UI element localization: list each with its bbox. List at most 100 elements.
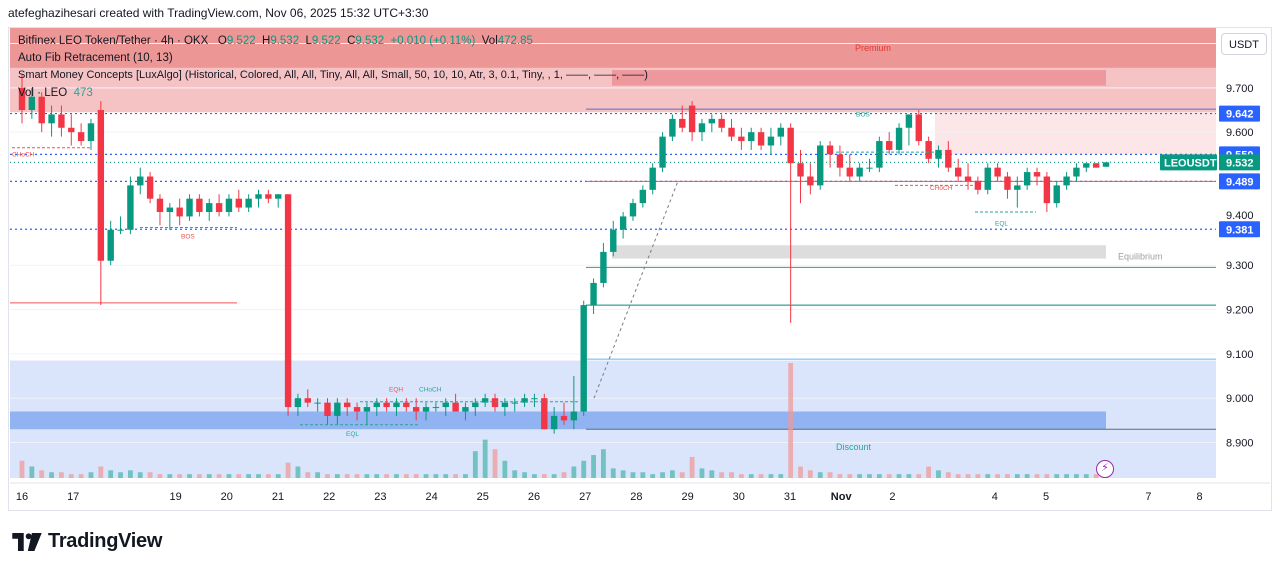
candle-body — [117, 229, 124, 231]
candle-body — [87, 123, 95, 142]
candle-body — [1102, 162, 1110, 167]
premium-block — [612, 70, 1106, 86]
price-tick-label: 9.200 — [1226, 305, 1254, 317]
volume-bar — [926, 466, 932, 478]
candle-body — [708, 118, 716, 124]
indicator-fib[interactable]: Auto Fib Retracement (10, 13) — [18, 52, 173, 64]
volume-bar — [650, 474, 656, 478]
volume-bar — [502, 460, 508, 478]
volume-bar — [128, 470, 133, 478]
candle-body — [196, 198, 203, 212]
volume-bar — [453, 474, 458, 478]
volume-bar — [1083, 474, 1089, 478]
candle-body — [215, 203, 223, 212]
candle-body — [137, 176, 144, 186]
volume-bar — [985, 474, 991, 478]
volume-bar — [216, 474, 222, 478]
volume-bar — [305, 472, 311, 478]
time-tick-label: 8 — [1197, 491, 1203, 503]
high-value: 9.532 — [270, 35, 300, 47]
candle-body — [166, 207, 174, 212]
volume-bar — [709, 470, 715, 478]
candle-body — [38, 96, 45, 124]
price-badge — [1219, 105, 1260, 122]
time-tick-label: 4 — [992, 491, 998, 503]
candle-body — [1063, 176, 1070, 186]
volume-value: 472.85 — [497, 35, 533, 47]
candle-body — [481, 398, 489, 403]
time-tick-label: 22 — [323, 491, 335, 503]
structure-label: CHoCH — [419, 387, 442, 394]
price-badge-label: 9.642 — [1226, 109, 1254, 121]
candle-body — [817, 145, 824, 186]
volume-bar — [315, 472, 321, 478]
candle-body — [787, 127, 794, 164]
candle-body — [206, 203, 213, 212]
volume-bar — [758, 474, 764, 478]
close-value: 9.532 — [355, 35, 385, 47]
volume-indicator-value: 473 — [73, 87, 93, 99]
volume-bar — [729, 472, 734, 478]
volume-bar — [571, 466, 577, 478]
candle-body — [235, 198, 242, 208]
time-tick-label: 25 — [477, 491, 489, 503]
candle-body — [649, 167, 656, 190]
time-tick-label: 24 — [425, 491, 437, 503]
equilibrium-zone — [612, 245, 1106, 259]
volume-bar — [857, 474, 863, 478]
indicator-smc[interactable]: Smart Money Concepts [LuxAlgo] (Historic… — [18, 69, 648, 81]
volume-bar — [206, 474, 212, 478]
candle-body — [127, 185, 134, 230]
candle-body — [18, 87, 26, 111]
candle-body — [1014, 185, 1021, 190]
volume-bar — [364, 474, 370, 478]
volume-bar — [886, 474, 892, 478]
time-tick-label: 27 — [579, 491, 591, 503]
candle-body — [58, 114, 65, 128]
currency-button[interactable]: USDT — [1221, 33, 1267, 55]
volume-bar — [995, 474, 1000, 478]
close-label: C — [347, 35, 356, 47]
candle-body — [560, 415, 568, 421]
candle-body — [757, 132, 765, 146]
lightning-icon[interactable]: ⚡ — [1096, 460, 1114, 478]
volume-bar — [798, 466, 803, 478]
volume-bar — [325, 474, 330, 478]
price-tick-label: 9.400 — [1226, 210, 1254, 222]
volume-bar — [876, 474, 882, 478]
candle-body — [68, 127, 75, 133]
price-tick-label: 9.100 — [1226, 349, 1254, 361]
volume-bar — [867, 474, 872, 478]
volume-bar — [374, 474, 380, 478]
volume-bar — [463, 474, 468, 478]
candle-body — [1073, 167, 1080, 177]
volume-bar — [344, 474, 350, 478]
volume-indicator-label[interactable]: Vol · LEO 473 — [18, 87, 93, 99]
candle-body — [1053, 185, 1060, 204]
volume-bar — [443, 474, 449, 478]
volume-indicator-name: Vol · LEO — [18, 87, 68, 99]
candle-body — [876, 141, 883, 168]
candle-body — [1043, 176, 1051, 204]
volume-bar — [108, 470, 114, 478]
candle-body — [925, 141, 932, 159]
volume-bar — [98, 466, 104, 478]
price-badge — [1219, 154, 1260, 171]
candle-body — [777, 127, 784, 137]
candle-body — [383, 402, 390, 408]
volume-bar — [265, 474, 271, 478]
volume-bar — [719, 472, 725, 478]
time-tick-label: 20 — [221, 491, 233, 503]
tradingview-logo: TradingView — [12, 530, 162, 553]
time-tick-label: 29 — [681, 491, 693, 503]
candle-body — [590, 282, 597, 306]
volume-bar — [187, 474, 192, 478]
candle-body — [629, 203, 637, 217]
candle-body — [294, 398, 302, 408]
candle-body — [856, 167, 863, 177]
symbol-name[interactable]: Bitfinex LEO Token/Tether · 4h · OKX — [18, 35, 209, 47]
candle-body — [275, 194, 282, 199]
volume-bar — [196, 474, 202, 478]
volume-bar — [1064, 474, 1069, 478]
